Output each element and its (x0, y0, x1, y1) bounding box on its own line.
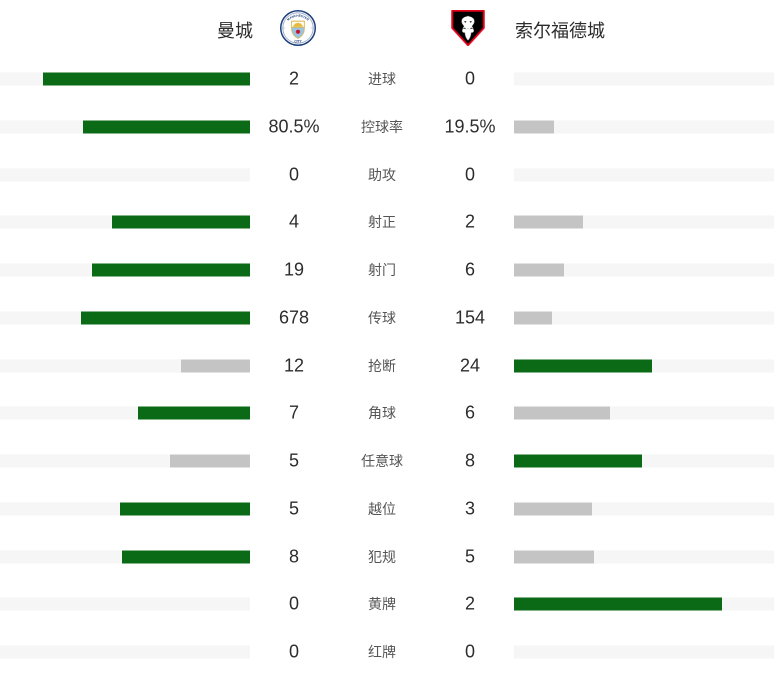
svg-text:CITY: CITY (294, 40, 302, 44)
